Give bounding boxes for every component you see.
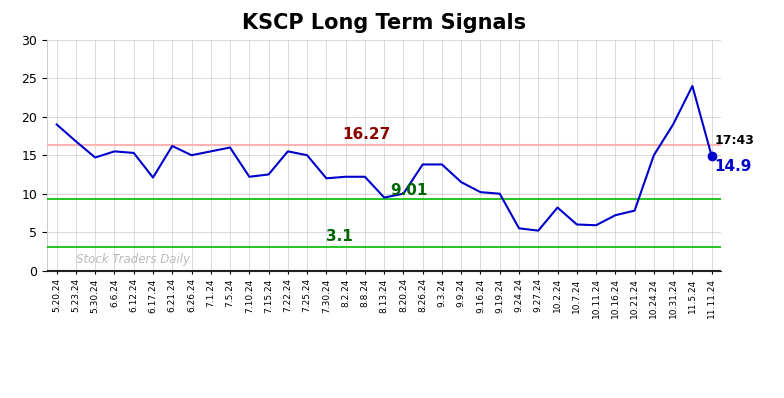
Text: 16.27: 16.27 (343, 127, 391, 142)
Text: Stock Traders Daily: Stock Traders Daily (76, 253, 190, 266)
Text: 3.1: 3.1 (326, 230, 354, 244)
Text: 14.9: 14.9 (714, 159, 752, 174)
Text: 17:43: 17:43 (714, 134, 754, 147)
Text: 9.01: 9.01 (390, 183, 427, 197)
Title: KSCP Long Term Signals: KSCP Long Term Signals (242, 13, 526, 33)
